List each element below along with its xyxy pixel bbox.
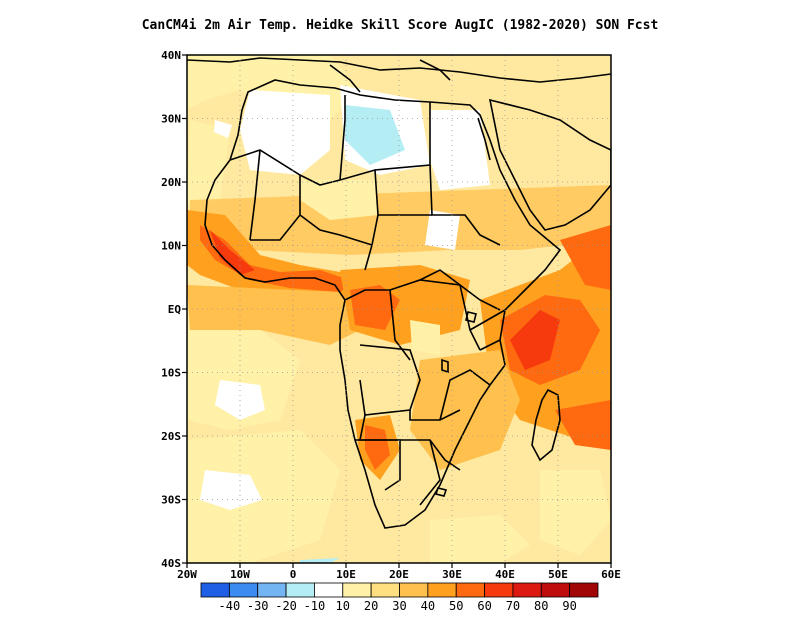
colorbar-swatch — [484, 582, 514, 598]
colorbar-swatch — [569, 582, 599, 598]
lat-tick-label: 20N — [161, 176, 181, 189]
lat-tick-label: 30N — [161, 113, 181, 126]
colorbar-label: -40 — [219, 599, 241, 613]
lat-tick-label: 20S — [161, 430, 181, 443]
lon-tick-label: 60E — [601, 568, 621, 581]
lon-tick-label: 10W — [230, 568, 250, 581]
colorbar-swatch — [512, 582, 542, 598]
colorbar-swatch — [257, 582, 287, 598]
graticule — [187, 55, 611, 563]
lon-tick-label: 30E — [442, 568, 462, 581]
colorbar-swatch — [228, 582, 259, 598]
colorbar-label: 80 — [534, 599, 548, 613]
colorbar-label: -30 — [247, 599, 269, 613]
colorbar-label: 60 — [477, 599, 491, 613]
colorbar-label: 70 — [506, 599, 520, 613]
colorbar-label: 10 — [336, 599, 350, 613]
lon-tick-label: 40E — [495, 568, 515, 581]
colorbar-swatch — [455, 582, 485, 598]
lon-tick-label: 20E — [389, 568, 409, 581]
lat-tick-label: 10S — [161, 367, 181, 380]
lat-tick-label: 30S — [161, 494, 181, 507]
lon-tick-label: 50E — [548, 568, 568, 581]
colorbar-label: 90 — [562, 599, 576, 613]
colorbar-label: 30 — [392, 599, 406, 613]
colorbar-swatch — [342, 582, 372, 598]
colorbar-label: 40 — [421, 599, 435, 613]
colorbar-swatch — [427, 582, 457, 598]
longitude-axis: 20W 10W 0 10E 20E 30E 40E 50E 60E — [177, 563, 621, 581]
colorbar-label: -20 — [275, 599, 297, 613]
lat-tick-label: 40N — [161, 49, 181, 62]
colorbar-swatch — [285, 582, 315, 598]
colorbar-swatch — [540, 582, 571, 598]
lon-tick-label: 20W — [177, 568, 197, 581]
colorbar-label: 50 — [449, 599, 463, 613]
colorbar: -40 -30 -20 -10 10 20 30 40 50 60 70 80 90 — [200, 582, 599, 613]
colorbar-swatch — [314, 582, 344, 598]
lon-tick-label: 0 — [290, 568, 297, 581]
country-borders — [187, 57, 611, 529]
map-title: CanCM4i 2m Air Temp. Heidke Skill Score … — [141, 18, 659, 33]
latitude-axis: 40N 30N 20N 10N EQ 10S 20S 30S 40S — [161, 49, 187, 570]
colorbar-swatch — [370, 582, 400, 598]
lat-tick-label: 10N — [161, 240, 181, 253]
lat-tick-label: EQ — [168, 303, 182, 316]
colorbar-label: -10 — [304, 599, 326, 613]
colorbar-swatch — [399, 582, 429, 598]
lat-tick-label: 40S — [161, 557, 181, 570]
colorbar-swatch — [200, 582, 230, 598]
colorbar-label: 20 — [364, 599, 378, 613]
lon-tick-label: 10E — [336, 568, 356, 581]
